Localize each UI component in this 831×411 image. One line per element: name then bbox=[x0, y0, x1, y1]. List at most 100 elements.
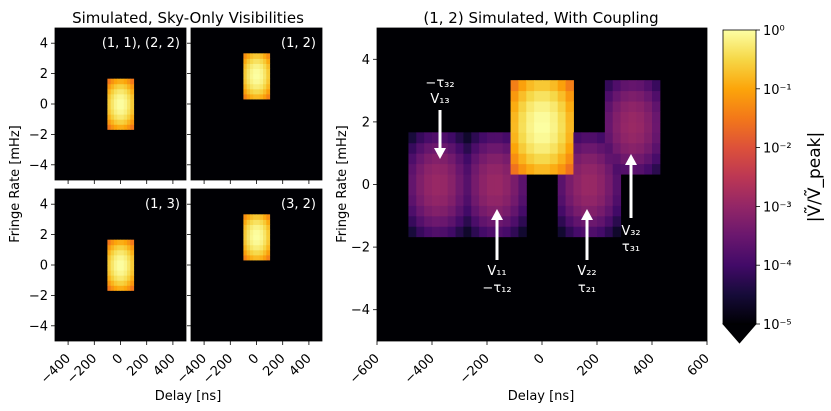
heatmap-cell bbox=[120, 280, 125, 286]
heatmap-cell bbox=[256, 234, 261, 241]
heatmap-cell bbox=[117, 93, 121, 100]
heatmap-cell bbox=[502, 194, 512, 206]
y-tick-label: 2 bbox=[40, 67, 48, 82]
heatmap-cell bbox=[463, 153, 472, 165]
heatmap-cell bbox=[581, 153, 590, 165]
heatmap-cell bbox=[113, 109, 118, 115]
heatmap-cell bbox=[266, 234, 271, 241]
heatmap-cell bbox=[243, 249, 248, 256]
heatmap-cell bbox=[113, 119, 118, 125]
heatmap-cell bbox=[432, 205, 441, 217]
heatmap-cell bbox=[502, 153, 512, 165]
heatmap-cell bbox=[557, 80, 567, 92]
heatmap-cell bbox=[424, 226, 433, 238]
heatmap-cell bbox=[644, 111, 653, 123]
heatmap-cell bbox=[259, 58, 264, 64]
heatmap-cell bbox=[120, 104, 125, 110]
heatmap-cell bbox=[542, 132, 551, 144]
heatmap-cell bbox=[652, 142, 661, 154]
heatmap-cell bbox=[110, 83, 115, 90]
heatmap-cell bbox=[113, 270, 118, 276]
heatmap-cell bbox=[534, 153, 543, 165]
heatmap-cell bbox=[432, 153, 441, 165]
heatmap-cell bbox=[534, 90, 543, 102]
heatmap-cell bbox=[408, 142, 417, 154]
annotation-line2: τ₃₁ bbox=[622, 240, 640, 255]
heatmap-cell bbox=[408, 226, 417, 238]
heatmap-cell bbox=[542, 153, 551, 165]
heatmap-cell bbox=[113, 249, 118, 256]
heatmap-cell bbox=[510, 163, 519, 175]
heatmap-cell bbox=[526, 142, 535, 154]
heatmap-cell bbox=[549, 90, 559, 102]
heatmap-cell bbox=[494, 153, 504, 165]
colorbar-extend-triangle bbox=[722, 323, 757, 344]
heatmap-cell bbox=[510, 132, 519, 144]
heatmap-cell bbox=[120, 259, 125, 266]
heatmap-cell bbox=[117, 88, 121, 95]
heatmap-cell bbox=[110, 259, 115, 266]
heatmap-cell bbox=[110, 104, 115, 110]
heatmap-cell bbox=[113, 239, 118, 246]
heatmap-cell bbox=[259, 83, 264, 90]
annotation-arrow-head bbox=[625, 154, 637, 165]
heatmap-cell bbox=[253, 68, 257, 75]
heatmap-cell bbox=[612, 121, 622, 133]
heatmap-cell bbox=[439, 194, 449, 206]
colorbar-ticks: 10⁻⁵ 10⁻⁴ 10⁻³ 10⁻² 10⁻¹ 10⁰ bbox=[756, 24, 792, 333]
heatmap-cell bbox=[604, 90, 614, 102]
heatmap-cell bbox=[597, 205, 606, 217]
heatmap-cell bbox=[107, 93, 112, 100]
heatmap-cell bbox=[589, 194, 598, 206]
heatmap-cell bbox=[107, 280, 112, 286]
heatmap-cell bbox=[127, 109, 131, 115]
heatmap-cell bbox=[455, 205, 464, 217]
heatmap-cell bbox=[246, 229, 251, 236]
heatmap-cell bbox=[130, 78, 135, 85]
heatmap-cell bbox=[644, 142, 653, 154]
heatmap-cell bbox=[123, 93, 128, 100]
heatmap-cell bbox=[117, 78, 121, 85]
heatmap-cell bbox=[107, 78, 112, 85]
heatmap-cell bbox=[455, 174, 464, 185]
heatmap-cell bbox=[502, 132, 512, 144]
heatmap-cell bbox=[581, 184, 590, 196]
heatmap-cell bbox=[628, 80, 637, 92]
heatmap-cell bbox=[249, 78, 254, 85]
heatmap-cell bbox=[243, 63, 248, 70]
heatmap-cell bbox=[113, 98, 118, 105]
heatmap-cell bbox=[249, 83, 254, 90]
colorbar-tick-label: 10⁻¹ bbox=[763, 83, 792, 98]
heatmap-cell bbox=[259, 254, 264, 261]
heatmap-cell bbox=[253, 53, 257, 59]
heatmap-cell bbox=[120, 93, 125, 100]
heatmap-cell bbox=[557, 194, 567, 206]
panel-label: (1, 3) bbox=[145, 197, 180, 212]
heatmap-cell bbox=[127, 119, 131, 125]
heatmap-cell bbox=[581, 215, 590, 227]
heatmap-cell bbox=[253, 244, 257, 251]
heatmap-cell bbox=[253, 219, 257, 225]
heatmap-cell bbox=[416, 205, 425, 217]
heatmap-cell bbox=[487, 163, 496, 175]
left-ylabel: Fringe Rate [mHz] bbox=[8, 125, 23, 242]
right-ylabel: Fringe Rate [mHz] bbox=[335, 125, 350, 242]
heatmap-cell bbox=[455, 194, 464, 206]
heatmap-cell bbox=[253, 93, 257, 100]
heatmap-cell bbox=[120, 265, 125, 271]
heatmap-cell bbox=[612, 174, 622, 185]
heatmap-cell bbox=[120, 98, 125, 105]
heatmap-cell bbox=[424, 194, 433, 206]
heatmap-cell bbox=[479, 142, 488, 154]
heatmap-cell bbox=[589, 174, 598, 185]
heatmap-cell bbox=[439, 226, 449, 238]
heatmap-cell bbox=[127, 265, 131, 271]
heatmap-cell bbox=[518, 184, 527, 196]
heatmap-cell bbox=[123, 109, 128, 115]
heatmap-cell bbox=[243, 224, 248, 231]
heatmap-cell bbox=[597, 132, 606, 144]
heatmap-cell bbox=[455, 215, 464, 227]
heatmap-cell bbox=[266, 244, 271, 251]
annotation-line1: V₁₁ bbox=[487, 264, 506, 279]
heatmap-cell bbox=[266, 239, 271, 246]
